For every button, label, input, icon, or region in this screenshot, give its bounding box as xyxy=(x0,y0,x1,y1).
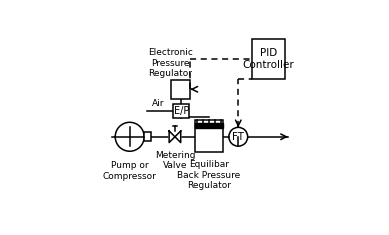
FancyBboxPatch shape xyxy=(144,132,151,141)
FancyBboxPatch shape xyxy=(252,39,285,79)
Text: Equilibar
Back Pressure
Regulator: Equilibar Back Pressure Regulator xyxy=(177,160,240,190)
FancyBboxPatch shape xyxy=(195,121,223,152)
Text: Pump or
Compressor: Pump or Compressor xyxy=(103,161,157,181)
Text: E/P: E/P xyxy=(173,106,189,116)
Text: Air: Air xyxy=(151,99,164,108)
Polygon shape xyxy=(195,123,223,128)
Text: PID
Controller: PID Controller xyxy=(243,48,294,70)
Text: FT: FT xyxy=(232,132,244,142)
Polygon shape xyxy=(169,131,175,143)
FancyBboxPatch shape xyxy=(173,104,189,118)
Polygon shape xyxy=(175,131,181,143)
Text: Electronic
Pressure
Regulator: Electronic Pressure Regulator xyxy=(148,48,193,78)
Text: Metering
Valve: Metering Valve xyxy=(155,151,195,170)
FancyBboxPatch shape xyxy=(171,80,190,99)
